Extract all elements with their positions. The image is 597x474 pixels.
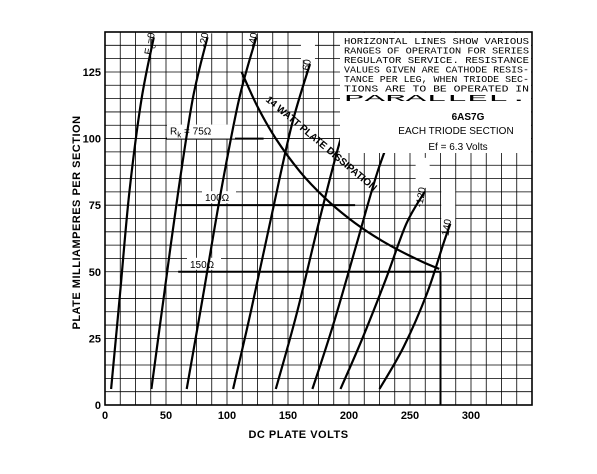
x-axis-title: DC PLATE VOLTS: [248, 429, 348, 441]
x-tick-label: 0: [102, 410, 108, 422]
note-line: TANCE PER LEG, WHEN TRIODE SEC-: [344, 75, 529, 85]
x-tick-label: 100: [218, 410, 236, 422]
plot-frame: [104, 31, 533, 406]
resistance-label: 100Ω: [205, 193, 230, 204]
y-tick-label: 75: [89, 200, 101, 212]
dissipation-curve: [240, 71, 440, 270]
x-tick-label: 50: [160, 410, 172, 422]
x-tick-label: 300: [462, 410, 480, 422]
note-line: HORIZONTAL LINES SHOW VARIOUS: [344, 37, 529, 47]
axis-labels: 0 50 100 150 200 250 300 0 25 50 75 100 125 DC PLATE …: [71, 67, 480, 441]
note-line: VALUES GIVEN ARE CATHODE RESIS-: [344, 66, 529, 76]
section-label: EACH TRIODE SECTION: [398, 126, 513, 137]
resistance-label-bg: [187, 257, 221, 270]
resistance-label: 150Ω: [190, 260, 215, 271]
rk-label-bg: [167, 124, 235, 139]
series-curve: [185, 36, 258, 390]
x-tick-label: 250: [401, 410, 419, 422]
series-label: -20: [198, 32, 211, 49]
y-tick-label: 0: [95, 400, 101, 412]
series-label-bg: [415, 157, 430, 188]
note-line: RANGES OF OPERATION FOR SERIES: [344, 47, 529, 57]
y-tick-label: 125: [83, 67, 101, 79]
y-tick-label: 50: [89, 267, 101, 279]
x-tick-label: 150: [279, 410, 297, 422]
y-tick-label: 100: [83, 134, 101, 146]
series-label-bg: [441, 189, 456, 220]
series-label: -40: [247, 32, 260, 49]
series-curve: [339, 191, 426, 390]
y-tick-label: 25: [89, 333, 101, 345]
note-box: [340, 33, 531, 153]
series-label-bg: [300, 29, 315, 60]
rk-label: Rk = 75Ω: [170, 127, 212, 140]
y-axis-title: PLATE MILLIAMPERES PER SECTION: [71, 115, 83, 329]
series-curve: [378, 223, 452, 390]
series-curve: [150, 37, 209, 390]
heater-voltage-label: Ef = 6.3 Volts: [428, 142, 487, 153]
series-label-bg: [144, 3, 159, 34]
series-label: Ec=0: [143, 32, 160, 56]
series-label-bg: [247, 3, 262, 34]
note-line: REGULATOR SERVICE. RESISTANCE: [344, 56, 529, 66]
series-label: -140: [440, 218, 454, 240]
series-label-bg: [198, 3, 213, 34]
series-curve: [110, 37, 155, 390]
series-curve: [232, 63, 312, 390]
note-line: PARALLEL.: [344, 94, 529, 104]
series-label: -60: [301, 58, 314, 75]
note-line: TIONS ARE TO BE OPERATED IN: [344, 85, 529, 95]
series-label: -120: [414, 186, 428, 208]
series-curve: [311, 119, 398, 390]
tube-type-label: 6AS7G: [452, 112, 485, 123]
x-tick-label: 200: [340, 410, 358, 422]
